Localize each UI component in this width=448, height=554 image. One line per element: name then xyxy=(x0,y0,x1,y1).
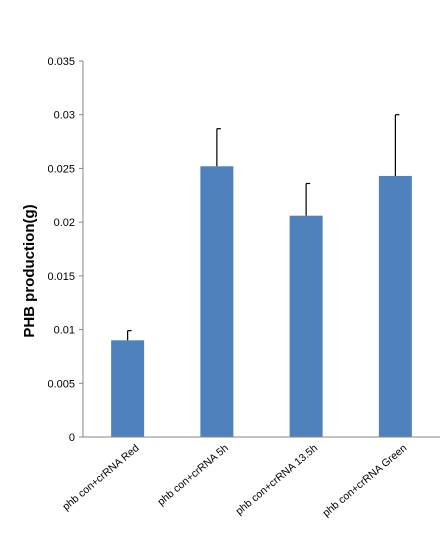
error-bar xyxy=(394,114,400,176)
x-tick-label: phb con+crRNA 13.5h xyxy=(233,442,320,518)
x-tick-label: phb con+crRNA Green xyxy=(320,442,409,519)
y-tick-label: 0 xyxy=(69,432,75,444)
y-tick-label: 0.035 xyxy=(47,56,75,68)
y-tick-label: 0.01 xyxy=(54,325,75,337)
y-tick-label: 0.02 xyxy=(54,217,75,229)
y-tick-label: 0.025 xyxy=(47,163,75,175)
y-tick-label: 0.005 xyxy=(47,378,75,390)
bar xyxy=(289,215,323,437)
y-tick-label: 0.03 xyxy=(54,110,75,122)
x-tick-label: phb con+crRNA Red xyxy=(60,442,141,513)
y-tick-label: 0.015 xyxy=(47,271,75,283)
x-tick-labels: phb con+crRNA Red phb con+crRNA 5h phb con… xyxy=(60,442,409,519)
bar xyxy=(111,340,145,437)
x-tick-label: phb con+crRNA 5h xyxy=(155,442,231,508)
error-bar xyxy=(216,128,221,167)
y-ticks: 0 0.005 0.01 0.015 0.02 0.025 0.03 0.035 xyxy=(47,56,83,444)
bar xyxy=(378,175,412,437)
bar xyxy=(200,166,234,437)
error-bars xyxy=(127,114,400,341)
error-bar xyxy=(127,330,132,341)
bars xyxy=(111,166,412,438)
y-axis-title: PHB production(g) xyxy=(21,204,38,337)
error-bar xyxy=(305,182,311,216)
